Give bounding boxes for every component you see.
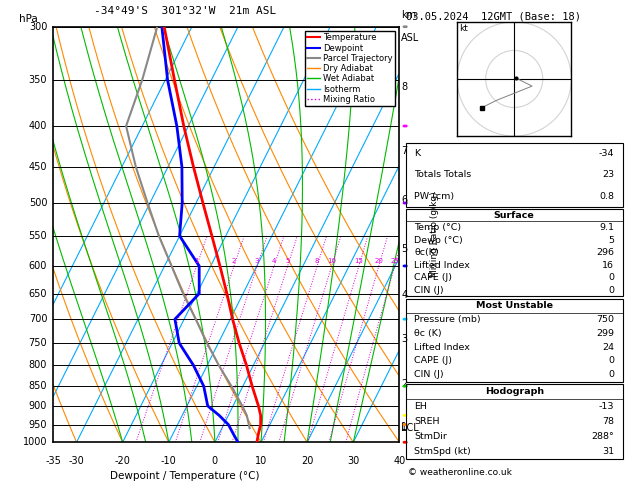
Text: Hodograph: Hodograph bbox=[485, 387, 543, 396]
Text: kt: kt bbox=[459, 24, 468, 33]
Text: 30: 30 bbox=[347, 455, 359, 466]
Text: 288°: 288° bbox=[591, 432, 614, 441]
Text: Mixing Ratio (g/kg): Mixing Ratio (g/kg) bbox=[430, 191, 438, 278]
Text: 950: 950 bbox=[29, 419, 47, 430]
Text: 400: 400 bbox=[29, 121, 47, 131]
Text: Most Unstable: Most Unstable bbox=[476, 301, 553, 310]
Text: -10: -10 bbox=[161, 455, 177, 466]
Text: CAPE (J): CAPE (J) bbox=[415, 273, 452, 282]
Text: Totals Totals: Totals Totals bbox=[415, 171, 472, 179]
Text: 3: 3 bbox=[255, 258, 259, 264]
Text: 299: 299 bbox=[596, 329, 614, 338]
Text: 1000: 1000 bbox=[23, 437, 47, 447]
Text: -35: -35 bbox=[45, 455, 62, 466]
Text: 0.8: 0.8 bbox=[599, 191, 614, 201]
Text: 4: 4 bbox=[401, 290, 407, 300]
Text: Surface: Surface bbox=[494, 211, 535, 220]
Text: 15: 15 bbox=[355, 258, 364, 264]
Text: 296: 296 bbox=[596, 248, 614, 257]
Legend: Temperature, Dewpoint, Parcel Trajectory, Dry Adiabat, Wet Adiabat, Isotherm, Mi: Temperature, Dewpoint, Parcel Trajectory… bbox=[305, 31, 395, 106]
Text: 750: 750 bbox=[28, 338, 47, 348]
Text: 600: 600 bbox=[29, 261, 47, 271]
Text: K: K bbox=[415, 149, 421, 158]
Text: 300: 300 bbox=[29, 22, 47, 32]
Text: 25: 25 bbox=[390, 258, 399, 264]
Text: 1: 1 bbox=[401, 422, 407, 433]
Text: PW (cm): PW (cm) bbox=[415, 191, 455, 201]
Text: Dewp (°C): Dewp (°C) bbox=[415, 236, 463, 245]
Text: -13: -13 bbox=[599, 402, 614, 411]
Text: 0: 0 bbox=[608, 286, 614, 295]
Text: StmSpd (kt): StmSpd (kt) bbox=[415, 447, 471, 456]
Text: 0: 0 bbox=[608, 273, 614, 282]
Text: SREH: SREH bbox=[415, 417, 440, 426]
Text: LCL: LCL bbox=[401, 423, 419, 433]
Text: EH: EH bbox=[415, 402, 427, 411]
Text: 850: 850 bbox=[29, 381, 47, 391]
Text: 2: 2 bbox=[401, 379, 408, 389]
Text: CAPE (J): CAPE (J) bbox=[415, 356, 452, 365]
Text: 03.05.2024  12GMT (Base: 18): 03.05.2024 12GMT (Base: 18) bbox=[406, 11, 581, 21]
Text: 700: 700 bbox=[29, 314, 47, 324]
Text: 550: 550 bbox=[28, 231, 47, 241]
Text: 500: 500 bbox=[29, 198, 47, 208]
Text: hPa: hPa bbox=[19, 14, 38, 24]
Text: -30: -30 bbox=[69, 455, 84, 466]
Text: Lifted Index: Lifted Index bbox=[415, 260, 470, 270]
Text: 5: 5 bbox=[401, 244, 408, 255]
Text: 31: 31 bbox=[602, 447, 614, 456]
Text: 16: 16 bbox=[602, 260, 614, 270]
Text: 4: 4 bbox=[272, 258, 276, 264]
Text: CIN (J): CIN (J) bbox=[415, 370, 444, 379]
Text: -20: -20 bbox=[114, 455, 131, 466]
Text: 900: 900 bbox=[29, 401, 47, 411]
Text: 20: 20 bbox=[374, 258, 383, 264]
Text: θᴄ (K): θᴄ (K) bbox=[415, 329, 442, 338]
Text: θᴄ(K): θᴄ(K) bbox=[415, 248, 439, 257]
Text: km: km bbox=[401, 11, 416, 20]
Text: 350: 350 bbox=[29, 75, 47, 85]
Text: Pressure (mb): Pressure (mb) bbox=[415, 315, 481, 324]
Text: 0: 0 bbox=[608, 370, 614, 379]
Text: StmDir: StmDir bbox=[415, 432, 447, 441]
Text: 5: 5 bbox=[608, 236, 614, 245]
Text: -34°49'S  301°32'W  21m ASL: -34°49'S 301°32'W 21m ASL bbox=[94, 6, 276, 17]
Text: 9.1: 9.1 bbox=[599, 223, 614, 232]
Text: © weatheronline.co.uk: © weatheronline.co.uk bbox=[408, 468, 511, 477]
Text: 8: 8 bbox=[401, 82, 407, 92]
Text: 78: 78 bbox=[602, 417, 614, 426]
Text: 10: 10 bbox=[327, 258, 336, 264]
Text: Temp (°C): Temp (°C) bbox=[415, 223, 462, 232]
Text: CIN (J): CIN (J) bbox=[415, 286, 444, 295]
Text: 6: 6 bbox=[401, 194, 407, 205]
Text: 750: 750 bbox=[596, 315, 614, 324]
Text: 5: 5 bbox=[286, 258, 290, 264]
Text: 3: 3 bbox=[401, 334, 407, 344]
Text: 10: 10 bbox=[255, 455, 267, 466]
Text: 1: 1 bbox=[194, 258, 199, 264]
Text: Dewpoint / Temperature (°C): Dewpoint / Temperature (°C) bbox=[110, 471, 260, 481]
Text: 7: 7 bbox=[401, 146, 408, 156]
Text: 650: 650 bbox=[29, 289, 47, 298]
Text: 0: 0 bbox=[608, 356, 614, 365]
Text: 8: 8 bbox=[315, 258, 320, 264]
Text: Lifted Index: Lifted Index bbox=[415, 343, 470, 351]
Text: -34: -34 bbox=[599, 149, 614, 158]
Text: 450: 450 bbox=[29, 162, 47, 172]
Text: 20: 20 bbox=[301, 455, 313, 466]
Text: 0: 0 bbox=[212, 455, 218, 466]
Text: 23: 23 bbox=[602, 171, 614, 179]
Text: ASL: ASL bbox=[401, 33, 420, 43]
Text: 24: 24 bbox=[602, 343, 614, 351]
Text: 800: 800 bbox=[29, 360, 47, 370]
Text: 40: 40 bbox=[393, 455, 406, 466]
Text: 2: 2 bbox=[232, 258, 236, 264]
